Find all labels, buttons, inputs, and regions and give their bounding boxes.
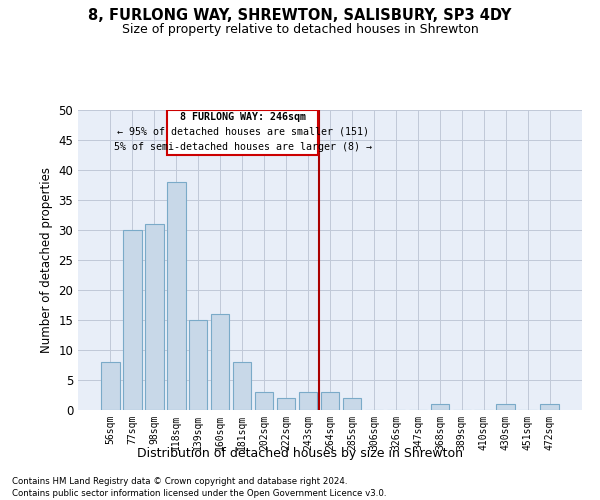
FancyBboxPatch shape — [167, 110, 318, 155]
Bar — [541, 404, 559, 410]
Bar — [189, 320, 208, 410]
Bar — [299, 392, 317, 410]
Bar — [343, 398, 361, 410]
Text: ← 95% of detached houses are smaller (151): ← 95% of detached houses are smaller (15… — [116, 127, 368, 137]
Bar — [277, 398, 295, 410]
Bar — [145, 224, 164, 410]
Text: 8 FURLONG WAY: 246sqm: 8 FURLONG WAY: 246sqm — [179, 112, 305, 122]
Text: Contains HM Land Registry data © Crown copyright and database right 2024.: Contains HM Land Registry data © Crown c… — [12, 478, 347, 486]
Bar — [211, 314, 229, 410]
Text: Contains public sector information licensed under the Open Government Licence v3: Contains public sector information licen… — [12, 489, 386, 498]
Bar — [431, 404, 449, 410]
Text: Distribution of detached houses by size in Shrewton: Distribution of detached houses by size … — [137, 448, 463, 460]
Text: 8, FURLONG WAY, SHREWTON, SALISBURY, SP3 4DY: 8, FURLONG WAY, SHREWTON, SALISBURY, SP3… — [88, 8, 512, 22]
Bar — [101, 362, 119, 410]
Bar — [233, 362, 251, 410]
Bar — [255, 392, 274, 410]
Bar — [167, 182, 185, 410]
Text: Size of property relative to detached houses in Shrewton: Size of property relative to detached ho… — [122, 22, 478, 36]
Bar — [123, 230, 142, 410]
Text: 5% of semi-detached houses are larger (8) →: 5% of semi-detached houses are larger (8… — [113, 142, 371, 152]
Bar — [320, 392, 340, 410]
Y-axis label: Number of detached properties: Number of detached properties — [40, 167, 53, 353]
Bar — [496, 404, 515, 410]
